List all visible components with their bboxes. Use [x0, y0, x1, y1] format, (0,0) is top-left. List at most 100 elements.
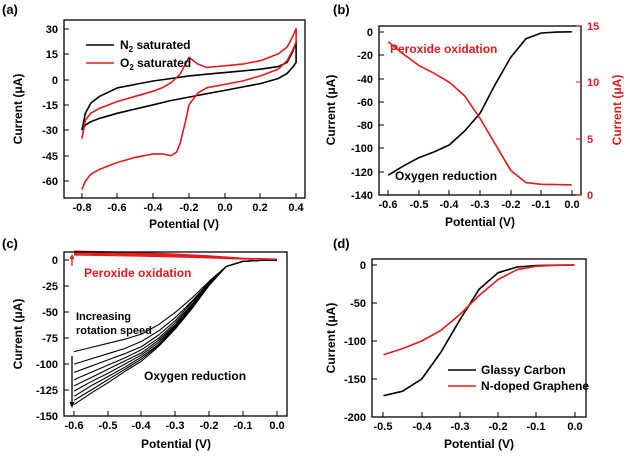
panel-b-ticks: -0.6 -0.5 -0.4 -0.3 -0.2 -0.1 0.0 -140 -… [351, 21, 599, 211]
panel-b-ytick: -60 [357, 97, 384, 109]
panel-c-xtick-label: -0.2 [200, 420, 219, 432]
legend-entry: Glassy Carbon [448, 363, 566, 377]
legend-entry: N-doped Graphene [448, 379, 589, 393]
panel-d-xtick-label: -0.1 [527, 421, 546, 433]
panel-d: (d) -0.5 -0.4 -0.3 -0.2 -0.1 0.0 -200 -1… [324, 236, 589, 451]
panel-c-annotation-rotation: rotation speed [76, 325, 152, 337]
panel-a-legend: N2 saturated O2 saturated [86, 38, 191, 72]
panel-a-xtick: 0.4 [288, 193, 305, 214]
panel-c-ytick: -100 [36, 359, 69, 371]
panel-c-ytick: -25 [42, 281, 69, 293]
panel-d-xtick-label: -0.3 [451, 421, 470, 433]
panel-c-xtick: -0.2 [200, 411, 219, 432]
panel-b-xtick-label: -0.4 [440, 199, 460, 211]
panel-b-xtick-label: -0.1 [532, 199, 551, 211]
panel-a-ytick: -15 [42, 100, 69, 112]
panel-b-xtick-label: -0.2 [502, 199, 521, 211]
panel-d-xtick: 0.0 [567, 412, 583, 433]
panel-d-xtick: -0.4 [413, 412, 432, 433]
panel-b-series-oxidation [387, 41, 572, 186]
panel-c-xtick: -0.3 [166, 411, 185, 432]
panel-d-ytick-label: -150 [344, 374, 366, 386]
panel-b-xtick-label: -0.5 [410, 199, 429, 211]
panel-b-y2tick: 5 [576, 134, 593, 146]
panel-b-ytick: -40 [357, 74, 384, 86]
panel-b-xtick: -0.6 [379, 190, 398, 211]
panel-c-xtick-label: 0.0 [269, 420, 284, 432]
panel-a-label: (a) [2, 2, 18, 17]
panel-b-ytick-label: -80 [357, 120, 373, 132]
panel-b-ytick: -120 [351, 167, 384, 179]
panel-c-ytick: -150 [36, 411, 69, 423]
panel-a-ytick-label: -60 [42, 176, 58, 188]
panel-c-annotation-increasing: Increasing [76, 311, 131, 323]
panel-d-legend: Glassy Carbon N-doped Graphene [448, 363, 589, 393]
panel-d-ytick: -150 [344, 374, 377, 386]
panel-c-ytick-label: -100 [36, 359, 58, 371]
panel-d-label: (d) [333, 236, 350, 251]
panel-a-xtick-label: 0.2 [252, 202, 267, 214]
panel-b-series-reduction [387, 31, 572, 176]
panel-d-frame [371, 258, 587, 418]
panel-b-y2tick-label: 0 [587, 190, 593, 202]
panel-a-ytick: 30 [46, 24, 69, 36]
panel-a-ytick-label: 0 [52, 75, 58, 87]
panel-c-label: (c) [2, 236, 18, 251]
panel-a-ytick-label: 30 [46, 24, 58, 36]
panel-c-ytick-label: -50 [42, 307, 58, 319]
panel-a-xtick-label: -0.8 [73, 202, 92, 214]
panel-d-xtick-label: -0.5 [374, 421, 393, 433]
panel-b-xtick-label: -0.6 [379, 199, 398, 211]
panel-c-ytick-label: 0 [52, 255, 58, 267]
panel-c-xtick-label: -0.6 [65, 420, 84, 432]
panel-a-ticks: -0.8 -0.6 -0.4 -0.2 0.0 0.2 0.4 -60 -45 … [42, 24, 304, 214]
panel-d-xlabel: Potential (V) [444, 437, 514, 451]
panel-a-xtick-label: -0.6 [108, 202, 127, 214]
panel-c-ytick-label: -150 [36, 411, 58, 423]
panel-b-y2tick: 0 [576, 190, 593, 202]
panel-c-ytick: -50 [42, 307, 69, 319]
panel-a-ytick-label: 15 [46, 49, 58, 61]
panel-c-ytick-label: -125 [36, 385, 58, 397]
panel-b-xtick: -0.4 [440, 190, 460, 211]
panel-c-ytick: -125 [36, 385, 69, 397]
panel-b-y2tick-label: 15 [587, 21, 599, 33]
panel-c-xtick: -0.4 [132, 411, 151, 432]
panel-a-xtick: -0.4 [144, 193, 164, 214]
panel-b-ytick-label: -20 [357, 50, 373, 62]
panel-b-y2label: Current (μA) [610, 75, 624, 146]
panel-b-xtick: 0.0 [564, 190, 580, 211]
panel-d-ytick-label: 0 [360, 260, 366, 272]
panel-c-xtick: -0.1 [234, 411, 252, 432]
panel-b-ytick-label: -40 [357, 74, 373, 86]
panel-b-xtick: -0.1 [532, 190, 551, 211]
panel-d-ylabel: Current (μA) [324, 303, 338, 374]
legend-label: N2 saturated [120, 38, 190, 54]
panel-b-y2tick: 15 [576, 21, 599, 33]
panel-b-ytick: -20 [357, 50, 384, 62]
panel-a-xtick: -0.6 [108, 193, 127, 214]
legend-label: O2 saturated [120, 56, 191, 72]
panel-c-xtick-label: -0.3 [166, 420, 185, 432]
panel-b-ytick-label: -120 [351, 167, 373, 179]
panel-d-xtick: -0.3 [451, 412, 470, 433]
panel-d-series [383, 264, 575, 397]
panel-b-xtick: -0.3 [471, 190, 489, 211]
panel-c-ytick-label: -75 [42, 333, 58, 345]
panel-c-xtick: -0.5 [99, 411, 117, 432]
panel-c: (c) -0.6 -0.5 -0.4 -0.3 -0.2 -0.1 0.0 -1… [2, 236, 288, 451]
panel-a-ytick: 0 [52, 75, 69, 87]
panel-a-xlabel: Potential (V) [149, 217, 219, 231]
panel-b-series [387, 31, 572, 186]
panel-a-xtick-label: -0.4 [144, 202, 164, 214]
panel-a-ytick: -45 [42, 151, 69, 163]
panel-c-series [73, 250, 277, 406]
panel-b-ytick-label: -60 [357, 97, 373, 109]
panel-b-ytick-label: -140 [351, 190, 373, 202]
panel-b-ytick-label: -100 [351, 143, 373, 155]
legend-entry: O2 saturated [86, 56, 191, 72]
panel-c-ytick-label: -25 [42, 281, 58, 293]
panel-c-xtick: 0.0 [269, 411, 285, 432]
panel-a-xtick-label: 0.0 [217, 202, 232, 214]
panel-b-ytick: -100 [351, 143, 384, 155]
